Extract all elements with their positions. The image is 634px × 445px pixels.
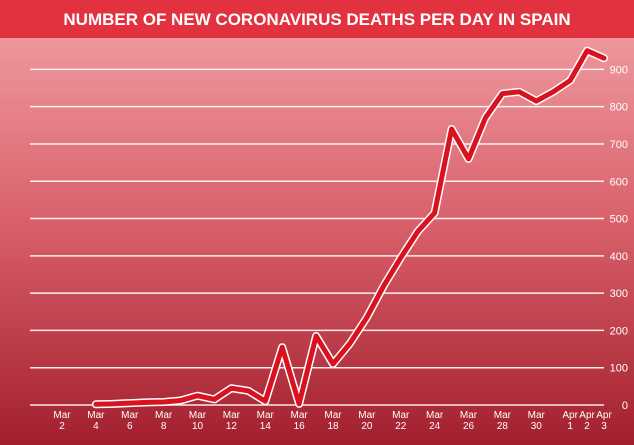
x-tick-label: Mar 20	[358, 410, 376, 432]
x-tick-label: Mar 14	[257, 410, 275, 432]
x-tick-label: Mar 12	[223, 410, 241, 432]
x-tick-label: Apr 2	[579, 410, 595, 432]
y-tick-label: 800	[610, 102, 628, 114]
y-tick-label: 600	[610, 176, 628, 188]
x-tick-label: Mar 16	[291, 410, 309, 432]
y-tick-label: 500	[610, 214, 628, 226]
y-tick-label: 100	[610, 363, 628, 375]
x-tick-label: Mar 28	[494, 410, 512, 432]
title-bar	[0, 0, 634, 38]
y-tick-label: 700	[610, 139, 628, 151]
x-tick-label: Mar 10	[189, 410, 207, 432]
x-tick-label: Apr 3	[596, 410, 612, 432]
x-tick-label: Mar 8	[155, 410, 173, 432]
x-tick-label: Mar 22	[392, 410, 410, 432]
y-tick-label: 900	[610, 64, 628, 76]
x-tick-label: Mar 30	[528, 410, 546, 432]
x-tick-label: Apr 1	[562, 410, 578, 432]
x-tick-label: Mar 6	[121, 410, 139, 432]
y-tick-label: 0	[622, 400, 628, 412]
y-tick-label: 300	[610, 288, 628, 300]
x-tick-label: Mar 2	[53, 410, 71, 432]
x-tick-label: Mar 18	[324, 410, 342, 432]
x-tick-label: Mar 24	[426, 410, 444, 432]
y-tick-label: 400	[610, 251, 628, 263]
x-tick-label: Mar 26	[460, 410, 478, 432]
line	[93, 48, 607, 407]
y-tick-label: 200	[610, 325, 628, 337]
x-tick-label: Mar 4	[87, 410, 105, 432]
chart-title: NUMBER OF NEW CORONAVIRUS DEATHS PER DAY…	[63, 10, 570, 29]
